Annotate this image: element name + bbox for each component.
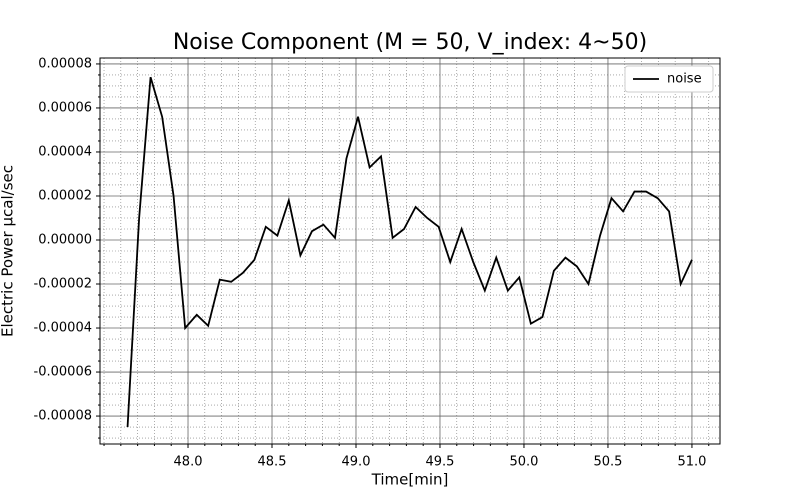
y-tick-label: 0.00000 [38,232,92,247]
x-tick-label: 49.5 [426,455,455,470]
y-tick-label: 0.00004 [38,144,92,159]
x-tick-label: 48.5 [258,455,287,470]
legend-label: noise [667,72,702,87]
y-tick-label: -0.00006 [34,365,92,380]
chart-title: Noise Component (M = 50, V_index: 4~50) [173,30,647,55]
plot-frame [99,57,721,445]
x-tick-label: 50.0 [509,455,538,470]
y-tick-label: 0.00002 [38,188,92,203]
x-tick-label: 48.0 [174,455,203,470]
x-axis-label: Time[min] [371,471,449,489]
line-series [126,76,693,428]
y-tick-label: -0.00002 [34,277,92,292]
legend-box [624,65,714,93]
y-axis-label: Electric Power µcal/sec [0,165,17,337]
y-tick-label: -0.00004 [34,321,92,336]
y-tick-label: 0.00006 [38,100,92,115]
y-tick-label: 0.00008 [38,56,92,71]
x-tick-label: 49.0 [342,455,371,470]
x-tick-label: 51.0 [677,455,706,470]
x-tick-label: 50.5 [593,455,622,470]
y-tick-label: -0.00008 [34,409,92,424]
